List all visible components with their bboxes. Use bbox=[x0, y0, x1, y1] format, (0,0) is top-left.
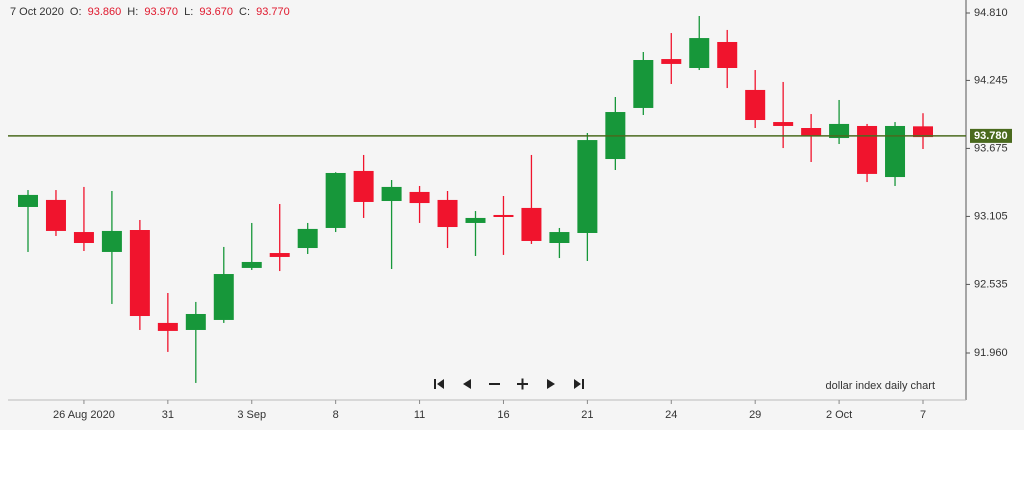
candle-body bbox=[269, 253, 290, 257]
candle-body bbox=[437, 199, 458, 228]
x-tick-label: 24 bbox=[665, 409, 677, 421]
x-tick-label: 21 bbox=[581, 409, 593, 421]
candle-body bbox=[521, 207, 542, 241]
header-close-label: C: bbox=[239, 6, 250, 18]
candle-body bbox=[353, 170, 374, 202]
candle-body bbox=[185, 313, 206, 330]
x-tick-label: 2 Oct bbox=[826, 409, 852, 421]
header-low-label: L: bbox=[184, 6, 193, 18]
candle-body bbox=[129, 230, 150, 317]
header: 7 Oct 2020 O: 93.860 H: 93.970 L: 93.670… bbox=[10, 6, 290, 18]
first-button[interactable] bbox=[430, 376, 446, 392]
price-tag bbox=[970, 128, 1012, 143]
header-open: 93.860 bbox=[88, 6, 122, 18]
candle-body bbox=[661, 59, 682, 64]
candle-body bbox=[73, 232, 94, 244]
candle-body bbox=[773, 122, 794, 126]
candle-body bbox=[913, 126, 933, 138]
zoom-out-button[interactable] bbox=[486, 376, 502, 392]
candle-body bbox=[297, 228, 318, 249]
header-date: 7 Oct 2020 bbox=[10, 6, 64, 18]
candle-body bbox=[18, 194, 38, 207]
candle-body bbox=[745, 89, 766, 121]
candle-body bbox=[633, 60, 654, 108]
header-close: 93.770 bbox=[256, 6, 290, 18]
candle-body bbox=[101, 230, 122, 252]
y-tick-label: 93.105 bbox=[974, 210, 1008, 222]
header-open-label: O: bbox=[70, 6, 82, 18]
candle-body bbox=[325, 172, 346, 228]
y-tick-label: 92.535 bbox=[974, 278, 1008, 290]
x-tick-label: 11 bbox=[414, 409, 425, 421]
candle-body bbox=[465, 217, 486, 223]
y-tick-label: 94.245 bbox=[974, 74, 1008, 86]
x-tick-label: 31 bbox=[162, 409, 174, 421]
header-high-label: H: bbox=[127, 6, 138, 18]
price-tag-label: 93.780 bbox=[974, 130, 1008, 142]
x-tick-label: 26 Aug 2020 bbox=[53, 409, 115, 421]
y-tick-label: 94.810 bbox=[974, 7, 1008, 19]
candle-body bbox=[829, 123, 850, 139]
y-tick-label: 91.960 bbox=[974, 347, 1008, 359]
candle-body bbox=[409, 191, 430, 204]
page-footer-space bbox=[0, 430, 1024, 488]
candle-body bbox=[241, 261, 262, 268]
x-tick-label: 3 Sep bbox=[237, 409, 266, 421]
next-button[interactable] bbox=[542, 376, 558, 392]
previous-button[interactable] bbox=[458, 376, 474, 392]
zoom-in-button[interactable] bbox=[514, 376, 530, 392]
candle-body bbox=[801, 128, 822, 136]
candle-body bbox=[157, 322, 178, 331]
candle-body bbox=[857, 125, 878, 174]
x-tick-label: 16 bbox=[497, 409, 509, 421]
candle-body bbox=[213, 274, 234, 320]
candle-body bbox=[689, 38, 710, 68]
candle-body bbox=[885, 125, 906, 178]
last-button[interactable] bbox=[570, 376, 586, 392]
header-low: 93.670 bbox=[199, 6, 233, 18]
x-tick-label: 7 bbox=[920, 409, 926, 421]
header-high: 93.970 bbox=[144, 6, 178, 18]
candle-body bbox=[717, 41, 738, 68]
annotation: dollar index daily chart bbox=[826, 380, 935, 392]
candle-body bbox=[493, 214, 514, 217]
candle-body bbox=[549, 232, 570, 244]
x-tick-label: 29 bbox=[749, 409, 761, 421]
x-tick-label: 8 bbox=[333, 409, 339, 421]
toolbar bbox=[430, 376, 586, 392]
y-tick-label: 93.675 bbox=[974, 142, 1008, 154]
candle-body bbox=[45, 199, 66, 231]
candle-body bbox=[577, 140, 598, 233]
candle-body bbox=[381, 186, 402, 202]
